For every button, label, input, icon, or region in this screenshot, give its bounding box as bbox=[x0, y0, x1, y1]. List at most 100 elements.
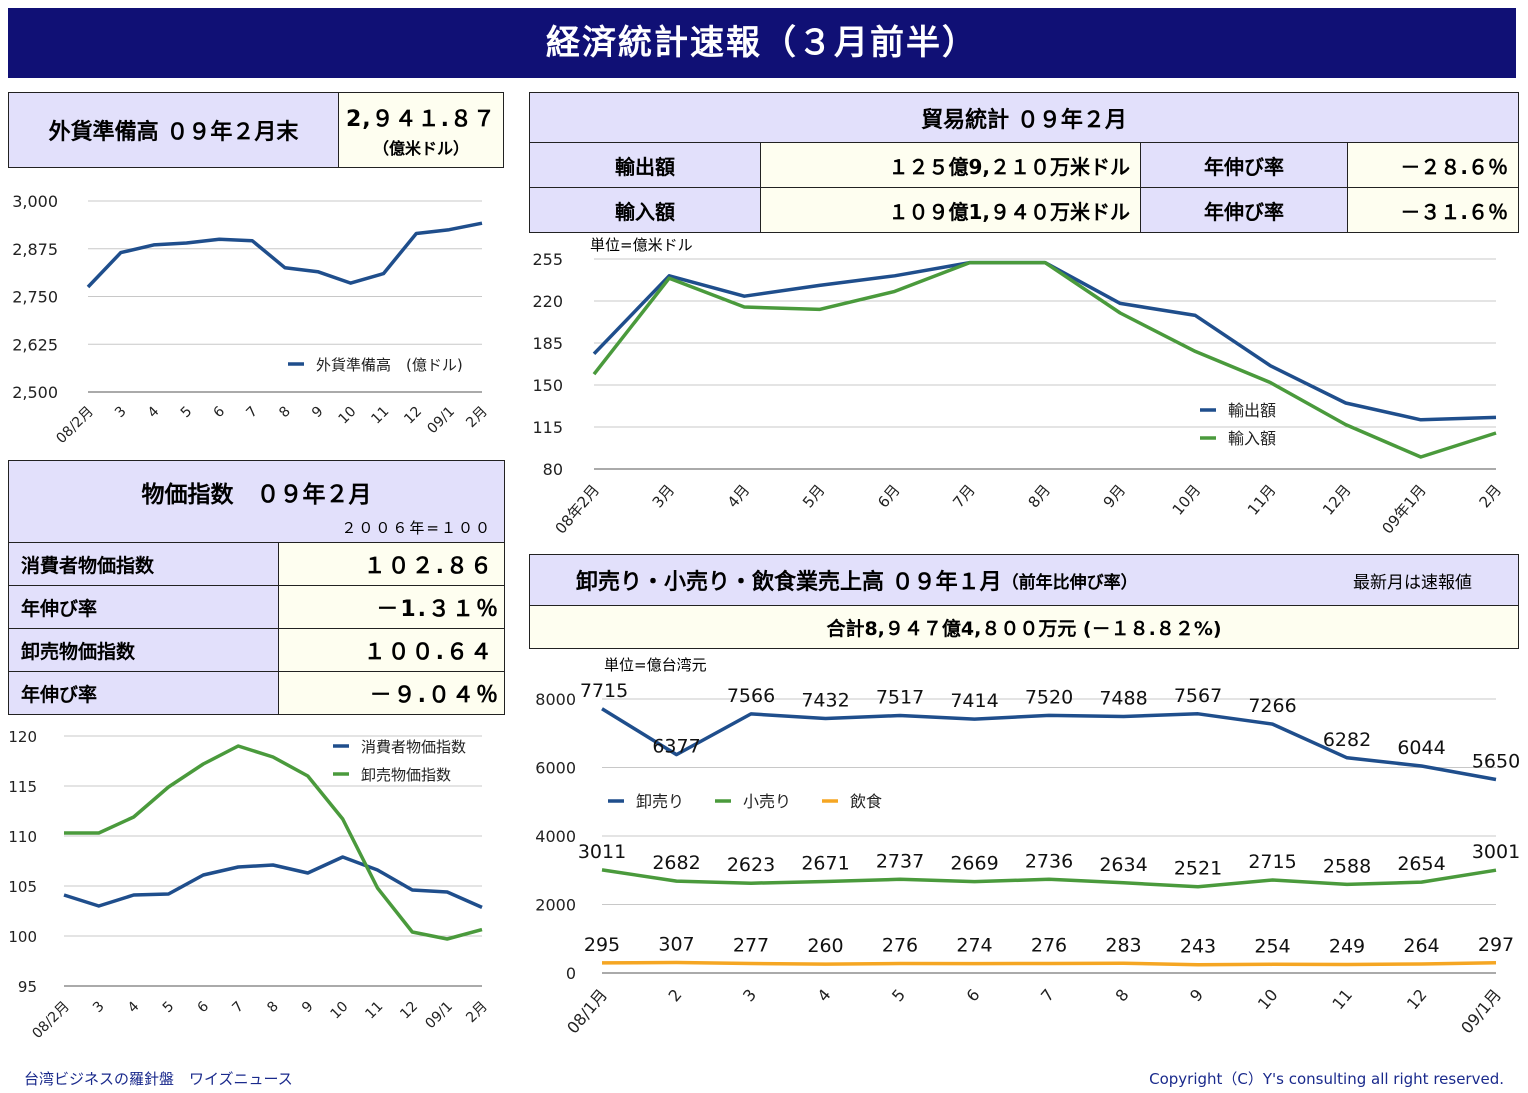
data-label: 2669 bbox=[950, 853, 998, 875]
footer-left: 台湾ビジネスの羅針盤 ワイズニュース bbox=[24, 1070, 293, 1088]
x-tick-label: 09年1月 bbox=[1378, 481, 1429, 537]
trade-import-growth-label: 年伸び率 bbox=[1140, 187, 1348, 233]
reserves-gridlines bbox=[88, 200, 482, 393]
x-tick-label: 8 bbox=[1111, 985, 1132, 1005]
y-tick-label: 6000 bbox=[535, 759, 576, 778]
sales-yticks: 0 2000 4000 6000 8000 bbox=[535, 690, 576, 983]
data-label: 254 bbox=[1254, 935, 1290, 957]
data-label: 276 bbox=[882, 935, 918, 957]
reserves-label: 外貨準備高 ０９年２月末 bbox=[8, 92, 339, 168]
prices-header: 物価指数 ０９年２月 ２００６年=１００ bbox=[8, 460, 505, 543]
x-tick-label: 09/1月 bbox=[1457, 985, 1505, 1037]
legend-label: 飲食 bbox=[850, 792, 882, 811]
x-tick-label: 5月 bbox=[799, 481, 829, 511]
data-label: 7520 bbox=[1025, 686, 1073, 708]
x-tick-label: 8 bbox=[276, 404, 294, 422]
x-tick-label: 10月 bbox=[1169, 481, 1205, 519]
trade-chart: 80 115 150 185 220 255 08年2月 3月 4月 5月 6月 7月 8月 9月 10月… bbox=[532, 250, 1505, 537]
x-tick-label: 9 bbox=[309, 404, 327, 422]
x-tick-label: 7 bbox=[1037, 985, 1058, 1005]
data-label: 260 bbox=[807, 935, 843, 957]
series-line-1 bbox=[601, 707, 1497, 782]
x-tick-label: 2月 bbox=[463, 999, 491, 1027]
x-tick-label: 09/1 bbox=[424, 404, 458, 438]
x-tick-label: 11月 bbox=[1244, 481, 1280, 519]
sales-legend: 卸売り 小売り 飲食 bbox=[608, 792, 882, 811]
trade-import-label: 輸入額 bbox=[529, 187, 761, 233]
legend-label: 卸売物価指数 bbox=[361, 766, 451, 784]
legend-label: 外貨準備高 (億ドル) bbox=[316, 356, 463, 374]
x-tick-label: 09/1 bbox=[422, 999, 456, 1033]
prices-row-label: 年伸び率 bbox=[8, 671, 279, 715]
y-tick-label: 2,750 bbox=[12, 288, 58, 307]
x-tick-label: 9月 bbox=[1100, 481, 1130, 511]
trade-yticks: 80 115 150 185 220 255 bbox=[532, 250, 563, 479]
data-label: 2634 bbox=[1099, 854, 1147, 876]
sales-title: 卸売り・小売り・飲食業売上高 ０９年１月 bbox=[576, 570, 1002, 595]
data-label: 7414 bbox=[950, 690, 998, 712]
data-label: 7715 bbox=[580, 680, 628, 702]
x-tick-label: 3月 bbox=[649, 481, 679, 511]
x-tick-label: 3 bbox=[90, 999, 108, 1017]
x-tick-label: 3 bbox=[739, 985, 760, 1005]
x-tick-label: 4 bbox=[125, 998, 143, 1016]
x-tick-label: 12 bbox=[397, 999, 421, 1023]
reserves-legend: 外貨準備高 (億ドル) bbox=[288, 356, 463, 374]
trade-export-value: １２５億9,２１０万米ドル bbox=[760, 142, 1141, 188]
data-label: 7266 bbox=[1248, 695, 1296, 717]
x-tick-label: 6 bbox=[962, 985, 983, 1005]
trade-import-growth: －３１.６％ bbox=[1347, 187, 1519, 233]
y-tick-label: 3,000 bbox=[12, 192, 58, 211]
data-label: 2588 bbox=[1323, 855, 1371, 877]
data-label: 7566 bbox=[727, 685, 775, 707]
data-label: 297 bbox=[1478, 934, 1514, 956]
x-tick-label: 10 bbox=[1254, 985, 1282, 1013]
prices-row-label: 年伸び率 bbox=[8, 585, 279, 629]
data-label: 2521 bbox=[1174, 858, 1222, 880]
data-label: 6282 bbox=[1323, 729, 1371, 751]
data-label: 283 bbox=[1105, 934, 1141, 956]
x-tick-label: 11 bbox=[362, 999, 386, 1023]
y-tick-label: 95 bbox=[18, 978, 37, 996]
y-tick-label: 2,500 bbox=[12, 383, 58, 402]
trade-unit-note: 単位=億米ドル bbox=[590, 236, 693, 254]
x-tick-label: 12月 bbox=[1319, 481, 1355, 519]
series-line-1 bbox=[86, 221, 483, 289]
x-tick-label: 2 bbox=[664, 985, 685, 1005]
prices-row-label: 消費者物価指数 bbox=[8, 542, 279, 586]
reserves-chart: 2,500 2,625 2,750 2,875 3,000 08/2月 3 4 5 6 7 8 9 10… bbox=[12, 192, 491, 447]
data-label: 6044 bbox=[1397, 737, 1445, 759]
data-label: 274 bbox=[956, 935, 992, 957]
sales-unit-note: 単位=億台湾元 bbox=[604, 656, 707, 674]
x-tick-label: 08年2月 bbox=[552, 481, 603, 537]
sales-note: 最新月は速報値 bbox=[1353, 572, 1472, 593]
x-tick-label: 11 bbox=[1328, 985, 1356, 1013]
x-tick-label: 6 bbox=[211, 403, 229, 421]
data-label: 7517 bbox=[876, 687, 924, 709]
prices-row-value: １０２.８６ bbox=[278, 542, 505, 586]
data-label: 6377 bbox=[652, 736, 700, 758]
series-line-2 bbox=[601, 868, 1497, 889]
y-tick-label: 185 bbox=[532, 334, 563, 353]
x-tick-label: 2月 bbox=[463, 404, 491, 432]
x-tick-label: 9 bbox=[1186, 985, 1207, 1005]
data-label: 249 bbox=[1329, 935, 1365, 957]
y-tick-label: 110 bbox=[8, 828, 37, 846]
legend-label: 輸出額 bbox=[1228, 401, 1276, 420]
prices-base: ２００６年=１００ bbox=[341, 519, 492, 537]
series-line-3 bbox=[601, 960, 1497, 967]
prices-yticks: 95 100 105 110 115 120 bbox=[8, 728, 37, 996]
trade-title: 貿易統計 ０９年２月 bbox=[529, 92, 1519, 143]
y-tick-label: 115 bbox=[8, 778, 37, 796]
legend-label: 卸売り bbox=[636, 792, 684, 811]
x-tick-label: 5 bbox=[160, 999, 178, 1017]
sales-title-suffix: （前年比伸び率） bbox=[1001, 572, 1138, 593]
prices-row-value: １００.６４ bbox=[278, 628, 505, 672]
trade-import-value: １０９億1,９４０万米ドル bbox=[760, 187, 1141, 233]
legend-label: 消費者物価指数 bbox=[361, 738, 466, 756]
page-title: 経済統計速報（３月前半） bbox=[8, 8, 1516, 78]
y-tick-label: 105 bbox=[8, 878, 37, 896]
data-label: 276 bbox=[1031, 935, 1067, 957]
trade-export-label: 輸出額 bbox=[529, 142, 761, 188]
y-tick-label: 80 bbox=[543, 460, 563, 479]
